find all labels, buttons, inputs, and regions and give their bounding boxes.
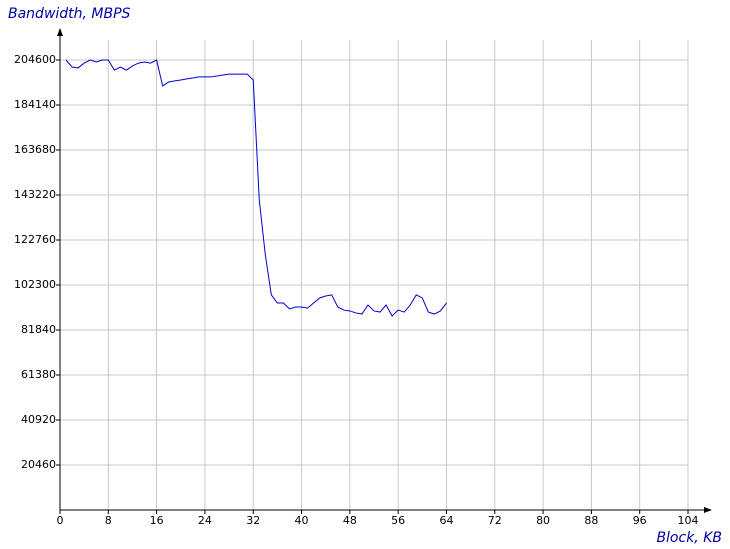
data-line bbox=[65, 59, 447, 317]
x-tick-label: 24 bbox=[198, 514, 212, 527]
x-tick-label: 32 bbox=[246, 514, 260, 527]
y-axis-title: Bandwidth, MBPS bbox=[8, 6, 131, 22]
x-tick-label: 64 bbox=[439, 514, 453, 527]
grid bbox=[59, 40, 689, 510]
y-tick-label: 184140 bbox=[14, 98, 56, 111]
x-tick-label: 16 bbox=[150, 514, 164, 527]
x-tick-label: 104 bbox=[678, 514, 699, 527]
y-tick-label: 61380 bbox=[21, 368, 56, 381]
x-tick-label: 72 bbox=[488, 514, 502, 527]
x-tick-label: 56 bbox=[391, 514, 405, 527]
x-tick-label: 96 bbox=[633, 514, 647, 527]
x-tick-label: 0 bbox=[57, 514, 64, 527]
y-tick-label: 143220 bbox=[14, 188, 56, 201]
x-tick-label: 48 bbox=[343, 514, 357, 527]
y-tick-label: 40920 bbox=[21, 413, 56, 426]
x-tick-label: 88 bbox=[584, 514, 598, 527]
y-tick-label: 81840 bbox=[21, 323, 56, 336]
y-axis-arrow bbox=[57, 28, 63, 36]
x-tick-label: 40 bbox=[295, 514, 309, 527]
y-tick-label: 102300 bbox=[14, 278, 56, 291]
x-tick-label: 80 bbox=[536, 514, 550, 527]
y-tick-label: 122760 bbox=[14, 233, 56, 246]
y-tick-label: 204600 bbox=[14, 53, 56, 66]
y-tick-label: 163680 bbox=[14, 143, 56, 156]
x-axis-arrow bbox=[704, 507, 712, 513]
x-tick-label: 8 bbox=[105, 514, 112, 527]
x-axis-title: Block, KB bbox=[656, 530, 722, 546]
y-tick-label: 20460 bbox=[21, 458, 56, 471]
